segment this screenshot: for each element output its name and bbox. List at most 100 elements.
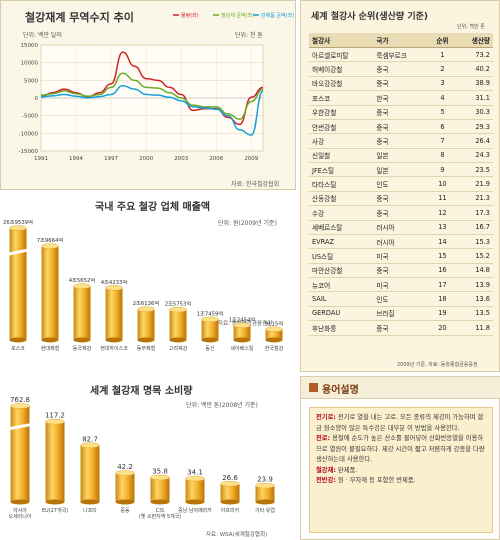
data-label: 4조4233억 [101,278,128,286]
bar-base [150,499,170,505]
table-row: 수강 중국 12 17.3 [309,205,493,221]
trade-unit-right: 단위: 천 톤 [235,32,263,39]
bar-cap [115,470,135,476]
bar-cap [105,285,123,291]
table-row: 신일철 일본 8 24.3 [309,148,493,164]
glossary-item: 철강재: 완제품. [316,466,486,477]
bar [220,483,240,502]
country-cell: 중국 [373,263,429,279]
data-label: 35.8 [152,467,168,475]
rank-cell: 1 [428,47,457,63]
glossary-term: 전반강: [316,477,336,484]
country-cell: 룩셈부르크 [373,47,429,63]
output-cell: 31.1 [456,90,493,106]
table-row: 사강 중국 7 26.4 [309,133,493,149]
table-row: US스틸 미국 15 15.2 [309,248,493,264]
rank-cell: 9 [428,162,457,178]
output-cell: 17.3 [456,205,493,221]
data-label: 4조5652억 [69,276,96,284]
company-cell: 마안산강철 [309,263,374,279]
category-label: 동국제강 [73,345,92,352]
output-cell: 15.2 [456,248,493,264]
data-label: 1조7459억 [197,309,224,317]
glossary-text: 완제품. [335,466,358,474]
table-row: 산동강철 중국 11 21.3 [309,191,493,207]
category-label: 아프리카 [221,507,240,514]
company-cell: 후난화룽 [309,320,374,336]
output-cell: 21.3 [456,191,493,207]
bar [41,246,59,340]
bar [115,473,135,502]
table-row: 뉴코어 미국 17 13.9 [309,277,493,293]
rank-cell: 3 [428,76,457,92]
category-label: 현대하이스코 [100,345,128,352]
category-label: (옛 소련지역 5개국) [139,513,182,520]
bar-base [233,337,251,343]
category-label: 중동 [120,508,130,514]
bar-cap [150,474,170,481]
trade-unit-left: 단위: 백만 달러 [23,32,62,39]
cons-source: 자료: WSA(세계철강협회) [206,532,268,538]
country-cell: 한국 [373,90,429,106]
table-row: 포스코 한국 4 31.1 [309,90,493,106]
axis-break-mark [8,248,28,256]
x-tick-label: 2000 [139,156,153,162]
glossary-header: 용어설명 [301,377,500,399]
bar [9,228,27,340]
table-row: 아르셀로미탈 룩셈부르크 1 73.2 [309,47,493,63]
rank-cell: 6 [428,119,457,135]
ranking-title: 세계 철강사 순위(생산량 기준) [311,12,428,22]
category-label: 한국철강 [265,345,284,352]
bar-cap [80,442,100,448]
rank-cell: 16 [428,263,457,279]
data-label: 42.2 [117,463,133,471]
y-tick-label: 15000 [21,43,39,49]
header-rank: 순위 [428,33,457,48]
company-cell: 신일철 [309,148,374,164]
country-cell: 중국 [373,205,429,221]
bar-base [185,499,205,505]
rank-cell: 10 [428,176,457,192]
square-bullet-icon [309,383,318,392]
rank-cell: 19 [428,306,457,322]
ranking-header-row: 철강사 국가 순위 생산량 [309,33,493,48]
glossary-item: 전반강: 원 · 부자재 등 포함한 반제품. [316,476,486,487]
table-row: 세베르스탈 러시아 13 16.7 [309,220,493,235]
data-label: 117.2 [45,412,65,420]
y-tick-label: -5000 [22,114,38,120]
country-cell: 인도 [373,291,429,307]
bar [45,421,65,502]
table-row: JFE스틸 일본 9 23.5 [309,162,493,178]
world-consumption-panel: 세계 철강재 명목 소비량 단위: 백만 톤(2008년 기준) 자료: WSA… [0,374,296,540]
rank-cell: 11 [428,191,457,207]
table-row: 타타스틸 인도 10 21.9 [309,176,493,192]
steel-ranking-panel: 세계 철강사 순위(생산량 기준) 단위: 백만 톤 철강사 국가 순위 생산량… [300,0,500,372]
data-label: 23.9 [257,476,273,484]
glossary-item: 전로: 용철에 순도가 높은 산소를 불어넣어 산화반응열을 이용하므로 열원이… [316,434,486,466]
axis-break-mark [9,423,31,431]
rank-cell: 2 [428,61,457,77]
rank-cell: 17 [428,277,457,293]
output-cell: 13.6 [456,291,493,307]
glossary-item: 전기로: 전기로 열을 내는 고로. 모든 종류의 제강이 가능하며 합금 원소… [316,413,486,434]
bar [137,309,155,340]
bar-cap [169,306,187,313]
output-cell: 73.2 [456,47,493,63]
category-label: 아시아 [13,507,27,514]
x-tick-label: 2006 [209,156,223,162]
header-company: 철강사 [309,33,374,48]
rank-cell: 8 [428,148,457,164]
bar [105,287,123,340]
bar-cap [45,418,65,425]
data-label: 26.6 [222,474,238,482]
bar-cap [9,225,27,231]
glossary-term: 전기로: [316,414,336,421]
glossary-term: 철강재: [316,466,336,474]
bar-cap [41,243,59,249]
output-cell: 16.7 [456,220,493,235]
bar-cap [73,283,91,289]
company-cell: 세베르스탈 [309,220,374,235]
category-label: 동부제철 [137,345,156,352]
